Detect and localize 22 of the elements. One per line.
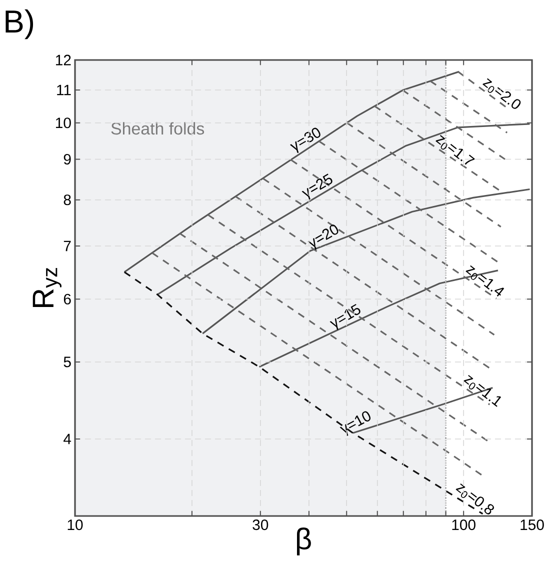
x-axis-title: β bbox=[296, 528, 311, 556]
annotation: z$_{0}$=1.1 bbox=[464, 374, 502, 407]
x-tick-label: 150 bbox=[520, 520, 544, 530]
band-label: Sheath folds bbox=[111, 122, 204, 135]
chart-title: B) bbox=[6, 9, 34, 40]
y-tick-label: 6 bbox=[64, 294, 71, 304]
y-axis-title: R$_{yz}$ bbox=[32, 268, 62, 308]
y-tick-label: 9 bbox=[64, 154, 71, 165]
annotation: γ=10 bbox=[340, 411, 370, 436]
y-tick-label: 7 bbox=[64, 240, 71, 252]
x-tick-label: 100 bbox=[452, 520, 476, 530]
y-tick-label: 11 bbox=[57, 84, 71, 96]
y-tick-label: 8 bbox=[64, 194, 71, 206]
y-tick-label: 10 bbox=[56, 118, 71, 128]
annotation: z$_{0}$=1.7 bbox=[436, 135, 475, 165]
annotation: z$_{0}$=0.8 bbox=[456, 483, 494, 514]
y-tick-label: 4 bbox=[64, 434, 72, 444]
annotation: z$_{0}$=2.0 bbox=[482, 78, 521, 109]
y-tick-label: 5 bbox=[64, 356, 71, 368]
annotation: z$_{0}$=1.4 bbox=[466, 265, 504, 297]
x-tick-label: 30 bbox=[252, 520, 268, 530]
y-tick-label: 12 bbox=[56, 54, 71, 66]
